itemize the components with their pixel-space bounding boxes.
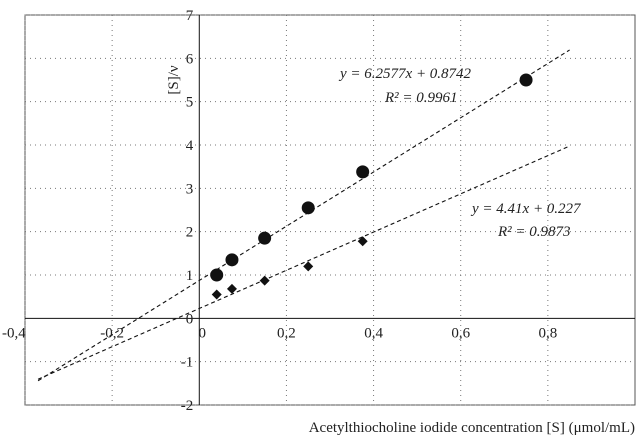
fit-line-2 xyxy=(37,145,570,380)
y-tick-label: -2 xyxy=(181,398,194,414)
equation-series-2: y = 4.41x + 0.227 R² = 0.9873 xyxy=(470,201,582,240)
x-tick-label: 0 xyxy=(199,325,207,341)
y-axis-label: [S]/ν xyxy=(166,65,182,95)
y-tick-label: 5 xyxy=(186,95,194,111)
data-point-circle xyxy=(519,73,533,87)
grid-lines xyxy=(24,14,636,406)
x-tick-label: -0,4 xyxy=(2,325,26,341)
x-tick-label: 0,8 xyxy=(538,325,557,341)
x-tick-label: 0,2 xyxy=(277,325,296,341)
y-tick-label: 2 xyxy=(186,225,194,241)
x-tick-label: 0,6 xyxy=(451,325,470,341)
r-squared-1: R² = 0.9961 xyxy=(384,90,458,106)
equation-series-1: y = 6.2577x + 0.8742 R² = 0.9961 xyxy=(338,66,472,106)
fit-line-1 xyxy=(37,49,570,382)
fit-equation-1: y = 6.2577x + 0.8742 xyxy=(338,66,472,82)
fit-lines xyxy=(37,49,570,382)
y-tick-label: 3 xyxy=(186,181,194,197)
data-points xyxy=(210,73,533,300)
y-tick-label: 7 xyxy=(186,8,194,24)
data-point-diamond xyxy=(211,289,222,300)
y-tick-label: 6 xyxy=(186,51,194,67)
data-point-diamond xyxy=(226,283,237,294)
data-point-diamond xyxy=(357,236,368,247)
y-tick-label: 1 xyxy=(186,268,194,284)
data-point-diamond xyxy=(303,261,314,272)
data-point-circle xyxy=(356,165,370,179)
y-tick-label: -1 xyxy=(181,355,194,371)
data-point-diamond xyxy=(259,275,270,286)
data-point-circle xyxy=(210,268,224,282)
y-tick-label: 4 xyxy=(186,138,194,154)
data-point-circle xyxy=(258,231,272,245)
x-axis-label: Acetylthiocholine iodide concentration [… xyxy=(309,420,635,436)
x-tick-label: 0,4 xyxy=(364,325,383,341)
fit-equation-2: y = 4.41x + 0.227 xyxy=(470,201,582,217)
data-point-circle xyxy=(301,201,315,215)
axes xyxy=(25,15,635,405)
data-point-circle xyxy=(225,253,239,267)
r-squared-2: R² = 0.9873 xyxy=(497,224,571,240)
x-tick-label: -0,2 xyxy=(100,325,124,341)
tick-labels: -0,4 -0,2 0 0,2 0,4 0,6 0,8 -2 -1 0 1 2 3 4 5 6 7 xyxy=(2,8,557,414)
y-tick-label: 0 xyxy=(186,311,194,327)
